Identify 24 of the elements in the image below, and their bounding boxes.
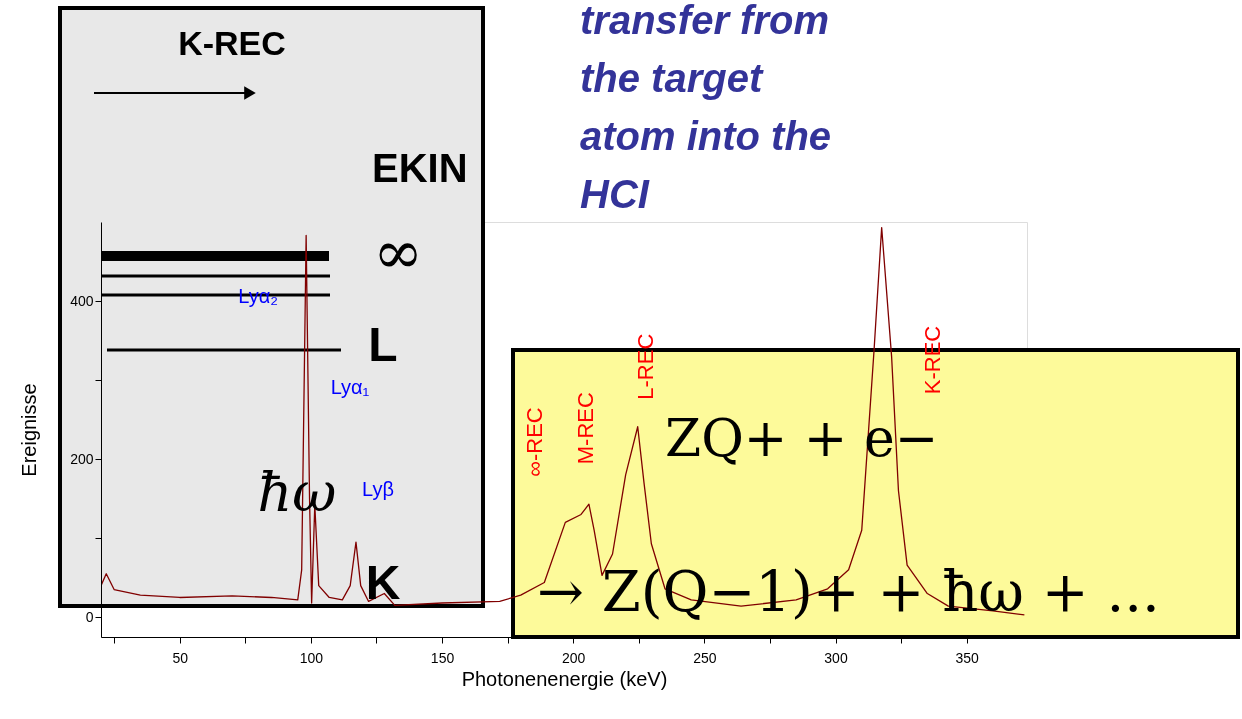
x-tick-label: 150	[430, 649, 455, 666]
x-tick-label: 200	[562, 649, 586, 666]
x-tick-label: 300	[824, 649, 848, 666]
text: K-REC	[178, 24, 286, 62]
y-tick-label: 0	[85, 608, 94, 625]
x-tick-label: 250	[693, 649, 717, 666]
annotation: Lyα₁	[330, 376, 370, 398]
text: EKIN	[372, 146, 468, 190]
annotation: K	[365, 556, 401, 609]
x-tick-label: 350	[955, 649, 980, 666]
text: transfer from the target atom into the HCI	[580, 0, 832, 216]
annotation: L-REC	[632, 333, 658, 400]
annotation: M-REC	[572, 392, 598, 465]
annotation: Lyβ	[362, 478, 394, 501]
y-axis-title: Ereignisse	[18, 383, 41, 477]
annotation: K-REC	[920, 325, 945, 395]
y-tick-label: 200	[70, 450, 94, 467]
x-axis-title: Photonenenergie (keV)	[461, 667, 668, 690]
annotation: ∞-REC	[522, 407, 547, 477]
y-tick-label: 400	[70, 292, 94, 309]
x-tick-label: 100	[299, 649, 324, 666]
annotation: L	[368, 318, 398, 371]
x-tick-label: 50	[172, 649, 189, 666]
annotation: ∞	[373, 217, 423, 287]
